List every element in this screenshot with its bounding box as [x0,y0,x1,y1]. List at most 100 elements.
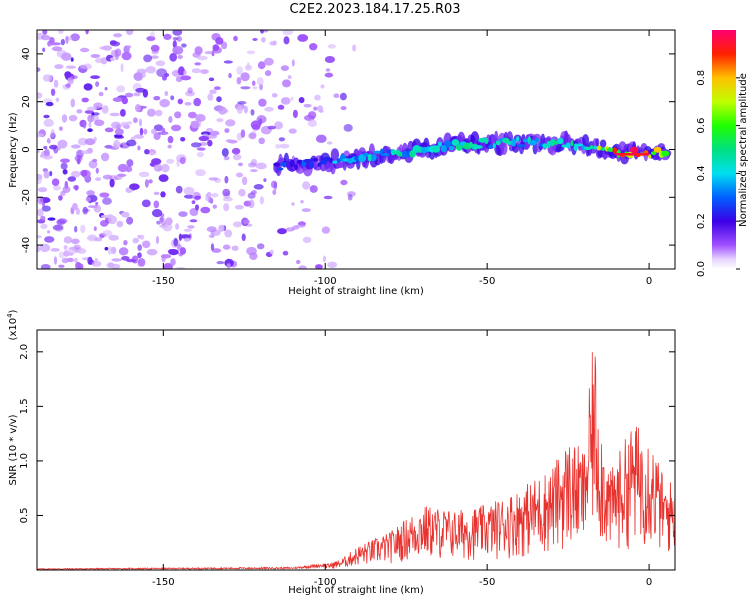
noise-blob [160,191,166,198]
noise-blob [147,108,156,117]
noise-blob [41,34,51,41]
noise-blob [80,169,88,177]
noise-blob [258,98,267,107]
noise-blob [236,172,243,178]
x-tick-label: -100 [314,276,337,287]
noise-blob [248,162,257,168]
noise-blob [60,38,65,46]
signal-blob [522,138,528,143]
snr-x-label: Height of straight line (km) [288,585,424,596]
noise-blob [227,139,238,144]
signal-blob [653,146,662,153]
noise-blob [133,92,141,97]
noise-blob [233,35,238,42]
noise-blob [221,148,229,157]
noise-blob [294,224,306,228]
noise-blob [269,249,274,255]
noise-blob [121,51,132,61]
noise-blob [37,149,40,154]
noise-blob [196,55,208,61]
noise-blob [42,30,48,35]
noise-blob [79,47,90,53]
noise-blob [248,199,255,209]
noise-blob [193,97,202,107]
noise-blob [183,186,195,196]
signal-blob [367,153,373,162]
noise-blob [54,64,64,70]
noise-blob [240,72,250,82]
noise-blob [52,224,64,231]
noise-blob [70,98,76,108]
noise-blob [302,236,312,243]
noise-blob [112,97,123,102]
noise-blob [232,221,242,228]
noise-blob [153,163,163,172]
noise-blob [256,77,264,86]
noise-blob [65,35,69,44]
signal-blob [584,146,592,151]
signal-blob [484,137,489,145]
noise-blob [172,30,183,36]
noise-blob [297,34,309,42]
colorbar-tick-label: 0.6 [696,118,707,134]
noise-blob [211,248,222,253]
noise-blob [270,180,278,189]
noise-blob [178,211,188,217]
signal-blob [612,147,618,154]
noise-blob [218,224,225,232]
noise-blob [321,226,331,234]
spectrogram-panel: -150 -100 -50 0 -40 -20 0 20 40 Height of strai… [8,29,676,297]
colorbar-tick-label: 0.2 [696,213,707,229]
noise-blob [150,55,159,59]
noise-blob [77,248,87,254]
noise-blob [164,90,169,97]
noise-blob [132,237,139,244]
noise-blob [120,109,126,117]
noise-blob [168,116,173,123]
noise-blob [282,250,289,256]
noise-blob [215,37,224,45]
x-tick-label: -150 [152,577,175,588]
noise-blob [47,40,51,47]
noise-blob [264,70,272,77]
noise-blob [72,203,78,211]
noise-blob [102,174,113,180]
noise-blob [50,88,56,97]
noise-blob [91,112,100,116]
noise-blob [60,162,68,170]
noise-blob [156,220,161,225]
noise-blob [160,216,164,223]
noise-blob [60,158,70,163]
noise-blob [84,138,96,146]
noise-blob [134,104,142,113]
noise-blob [137,244,142,252]
noise-blob [135,87,146,93]
noise-blob [191,200,196,205]
noise-blob [223,196,233,202]
noise-blob [92,114,99,122]
noise-blob [87,235,97,240]
noise-blob [282,79,291,88]
noise-blob [216,118,224,123]
noise-blob [194,62,202,66]
noise-blob [282,30,294,36]
x-tick-label: 0 [646,577,652,588]
noise-blob [323,195,333,200]
noise-blob [172,37,179,41]
noise-blob [223,156,230,161]
noise-blob [58,195,63,201]
noise-blob [207,196,213,203]
noise-blob [183,237,191,242]
colorbar-tick-label: 0.8 [696,70,707,86]
noise-blob [55,97,60,103]
noise-blob [211,193,219,198]
x-tick-label: -100 [314,577,337,588]
noise-blob [241,233,246,242]
noise-blob [309,185,318,193]
noise-blob [55,147,61,151]
noise-blob [149,151,155,156]
noise-blob [243,105,248,114]
signal-blob [451,139,460,146]
noise-blob [121,96,128,105]
noise-blob [117,163,128,173]
